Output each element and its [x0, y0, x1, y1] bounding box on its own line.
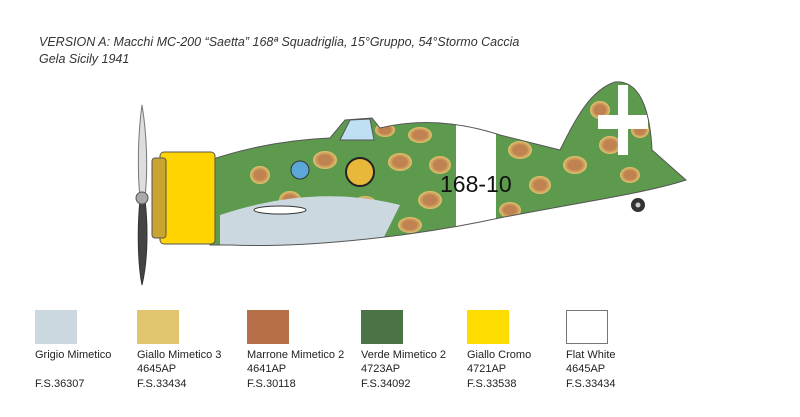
color-swatch-grigio-mimetico: Grigio Mimetico F.S.36307: [35, 310, 111, 391]
color-code: 4645AP: [137, 363, 177, 375]
color-chip: [247, 310, 289, 344]
fs-code: F.S.33434: [566, 378, 616, 390]
color-chip: [35, 310, 77, 344]
color-code: [35, 362, 111, 376]
color-code: 4641AP: [247, 363, 287, 375]
color-swatch-giallo-cromo: Giallo Cromo 4721AP F.S.33538: [467, 310, 531, 391]
color-swatch-marrone-mimetico-2: Marrone Mimetico 2 4641AP F.S.30118: [247, 310, 344, 391]
fuselage-code: 168-10: [440, 171, 512, 197]
color-chip: [566, 310, 608, 344]
color-code: 4645AP: [566, 363, 606, 375]
color-name: Giallo Mimetico 3: [137, 349, 222, 361]
color-name: Flat White: [566, 349, 616, 361]
fs-code: F.S.33538: [467, 378, 517, 390]
color-code: 4721AP: [467, 363, 507, 375]
color-code: 4723AP: [361, 363, 401, 375]
squadron-badge: [290, 160, 310, 180]
color-chip: [361, 310, 403, 344]
cowling-front: [151, 157, 167, 239]
color-name: Grigio Mimetico: [35, 349, 112, 361]
version-title: VERSION A: Macchi MC-200 “Saetta” 168ª S…: [39, 34, 519, 68]
color-chip: [137, 310, 179, 344]
color-swatch-flat-white: Flat White 4645AP F.S.33434: [566, 310, 616, 391]
fs-code: F.S.30118: [247, 378, 296, 390]
wing-opening: [253, 205, 307, 215]
color-name: Verde Mimetico 2: [361, 349, 446, 361]
color-chip: [467, 310, 509, 344]
fs-code: F.S.34092: [361, 378, 411, 390]
aircraft-illustration: 168-10: [135, 81, 687, 286]
fuselage: [210, 81, 686, 246]
canopy: [339, 118, 375, 141]
color-swatch-verde-mimetico-2: Verde Mimetico 2 4723AP F.S.34092: [361, 310, 446, 391]
tail-cross: [598, 85, 648, 155]
title-line-2: Gela Sicily 1941: [39, 52, 130, 66]
propeller: [135, 104, 149, 286]
fs-code: F.S.36307: [35, 378, 85, 390]
color-name: Marrone Mimetico 2: [247, 349, 345, 361]
color-swatch-giallo-mimetico-3: Giallo Mimetico 3 4645AP F.S.33434: [137, 310, 221, 391]
engine-cowling: [159, 151, 216, 245]
tiger-emblem: [345, 157, 375, 187]
color-name: Giallo Cromo: [467, 349, 532, 361]
title-line-1: VERSION A: Macchi MC-200 “Saetta” 168ª S…: [39, 35, 520, 49]
fs-code: F.S.33434: [137, 378, 187, 390]
